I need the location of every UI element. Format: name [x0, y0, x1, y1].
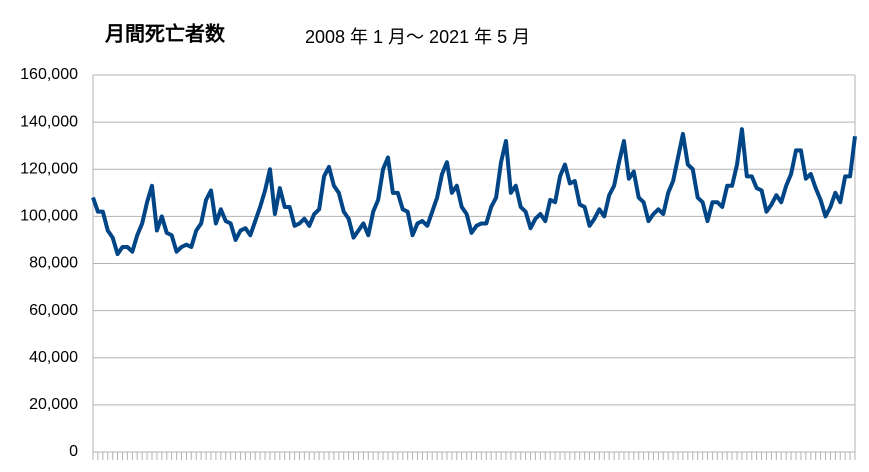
chart-title: 月間死亡者数: [104, 21, 226, 45]
y-tick-label: 20,000: [29, 396, 78, 413]
y-tick-label: 100,000: [20, 208, 78, 225]
y-tick-label: 120,000: [20, 160, 78, 177]
y-tick-label: 0: [69, 443, 78, 460]
y-tick-label: 140,000: [20, 113, 78, 130]
chart-subtitle: 2008 年 1 月～ 2021 年 5 月: [305, 27, 530, 47]
y-tick-label: 160,000: [20, 66, 78, 83]
y-tick-label: 60,000: [29, 302, 78, 319]
y-tick-label: 80,000: [29, 255, 78, 272]
data-line: [91, 127, 857, 257]
y-tick-label: 40,000: [29, 349, 78, 366]
